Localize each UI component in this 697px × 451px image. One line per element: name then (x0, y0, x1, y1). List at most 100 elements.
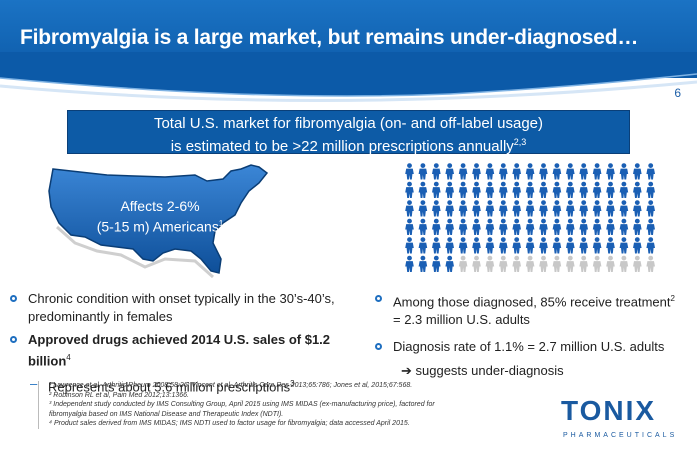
person-icon (592, 181, 602, 198)
person-icon (445, 163, 454, 180)
person-icon (418, 181, 428, 198)
person-icon (472, 200, 481, 217)
person-icon (512, 181, 521, 198)
page-number: 6 (674, 86, 681, 100)
market-banner: Total U.S. market for fibromyalgia (on- … (67, 110, 630, 155)
person-icon (566, 218, 575, 235)
person-icon (539, 163, 548, 180)
footnote-1: ¹ Lawrence et al, Arthritis Rheum 2008;5… (49, 382, 413, 389)
person-icon (592, 163, 602, 180)
person-icon (579, 237, 588, 254)
us-map-icon (48, 164, 269, 279)
person-icon (552, 200, 562, 217)
person-icon (566, 163, 575, 180)
tonix-logo: TONIX PHARMACEUTICALS (561, 395, 681, 443)
person-icon (646, 237, 655, 254)
person-icon (633, 237, 642, 254)
person-icon (512, 237, 521, 254)
banner-line-2: is estimated to be >22 million prescript… (170, 137, 527, 155)
person-icon (606, 163, 615, 180)
person-icon (592, 255, 602, 272)
person-icon (405, 163, 414, 180)
person-icon (445, 255, 454, 272)
person-icon (472, 163, 481, 180)
bullet-icon (375, 343, 382, 351)
people-icon-grid (405, 163, 655, 272)
person-icon (512, 200, 521, 217)
person-icon (405, 181, 414, 198)
person-icon (633, 255, 642, 272)
person-icon (552, 181, 562, 198)
person-icon (539, 218, 548, 235)
dash-icon: – (30, 376, 38, 392)
right-bullet-1: Among those diagnosed, 85% receive treat… (371, 290, 691, 329)
person-icon (472, 218, 481, 235)
person-icon (619, 181, 629, 198)
map-line-2: (5-15 m) Americans1 (96, 218, 224, 235)
person-icon (418, 163, 428, 180)
person-icon (633, 218, 642, 235)
person-icon (539, 255, 548, 272)
person-icon (405, 237, 414, 254)
person-icon (606, 218, 615, 235)
logo-name: TONIX (561, 395, 657, 426)
person-icon (418, 255, 428, 272)
person-icon (432, 181, 441, 198)
person-icon (579, 255, 588, 272)
person-icon (525, 200, 535, 217)
person-icon (405, 255, 414, 272)
person-icon (525, 237, 535, 254)
person-icon (606, 200, 615, 217)
person-icon (619, 237, 629, 254)
banner-sup: 2,3 (513, 137, 527, 147)
person-icon (499, 163, 508, 180)
person-icon (512, 218, 521, 235)
person-icon (633, 181, 642, 198)
person-icon (485, 163, 495, 180)
person-icon (566, 181, 575, 198)
bullet-icon (375, 295, 382, 302)
person-icon (458, 200, 468, 217)
person-icon (552, 163, 562, 180)
left-sub-bullet-1: – Represents about 5.6 million prescript… (30, 376, 295, 395)
person-icon (458, 237, 468, 254)
person-icon (646, 200, 655, 217)
person-icon (499, 237, 508, 254)
person-icon (445, 237, 454, 254)
person-icon (485, 237, 495, 254)
person-icon (485, 181, 495, 198)
person-icon (472, 237, 481, 254)
person-icon (552, 237, 562, 254)
person-icon (485, 200, 495, 217)
footnotes: ¹ Lawrence et al, Arthritis Rheum 2008;5… (38, 381, 549, 429)
person-icon (499, 200, 508, 217)
person-icon (418, 237, 428, 254)
person-icon (566, 237, 575, 254)
person-icon (499, 218, 508, 235)
person-icon (485, 255, 495, 272)
person-icon (592, 237, 602, 254)
person-icon (606, 255, 615, 272)
person-icon (646, 181, 655, 198)
banner-line-1: Total U.S. market for fibromyalgia (on- … (153, 115, 544, 132)
person-icon (525, 255, 535, 272)
person-icon (432, 200, 441, 217)
person-icon (579, 181, 588, 198)
map-caption: Affects 2-6% (5-15 m) Americans1 (45, 197, 275, 236)
person-icon (619, 255, 629, 272)
person-icon (579, 200, 588, 217)
person-icon (418, 200, 428, 217)
person-icon (619, 163, 629, 180)
person-icon (445, 200, 454, 217)
person-icon (458, 218, 468, 235)
person-icon (552, 218, 562, 235)
right-bullet-2: Diagnosis rate of 1.1% = 2.7 million U.S… (371, 338, 691, 380)
footnote-2: ² Robinson RL et al, Pain Med 2012;13:13… (49, 391, 189, 399)
person-icon (552, 255, 562, 272)
us-map-graphic: Affects 2-6% (5-15 m) Americans1 (45, 163, 290, 279)
person-icon (512, 255, 521, 272)
person-icon (499, 181, 508, 198)
person-icon (633, 200, 642, 217)
person-icon (405, 218, 414, 235)
person-icon (525, 181, 535, 198)
